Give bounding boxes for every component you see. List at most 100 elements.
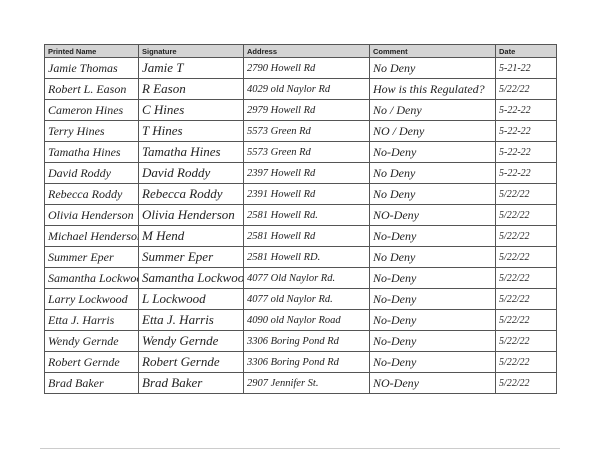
date-cell: 5-22-22 xyxy=(495,99,557,121)
comment-cell: No-Deny xyxy=(369,267,496,289)
comment-cell: No-Deny xyxy=(369,141,496,163)
date-cell: 5/22/22 xyxy=(495,246,557,268)
header-row: Printed Name Signature Address Comment D… xyxy=(44,44,557,58)
address-cell: 2907 Jennifer St. xyxy=(243,372,370,394)
signature-cell: David Roddy xyxy=(138,162,244,184)
comment-cell: No-Deny xyxy=(369,309,496,331)
signature-cell: Wendy Gernde xyxy=(138,330,244,352)
header-address: Address xyxy=(243,44,370,58)
signature-cell: T Hines xyxy=(138,120,244,142)
printed-name-cell: Jamie Thomas xyxy=(44,57,139,79)
date-cell: 5/22/22 xyxy=(495,351,557,373)
printed-name-cell: Terry Hines xyxy=(44,120,139,142)
printed-name-cell: Wendy Gernde xyxy=(44,330,139,352)
address-cell: 4077 old Naylor Rd. xyxy=(243,288,370,310)
address-cell: 2391 Howell Rd xyxy=(243,183,370,205)
date-cell: 5/22/22 xyxy=(495,309,557,331)
table-row: David Roddy David Roddy 2397 Howell Rd No D… xyxy=(44,162,557,184)
printed-name-cell: Olivia Henderson xyxy=(44,204,139,226)
scan-edge-line xyxy=(40,448,560,449)
comment-cell: No Deny xyxy=(369,183,496,205)
header-date: Date xyxy=(495,44,557,58)
printed-name-cell: Cameron Hines xyxy=(44,99,139,121)
address-cell: 2581 Howell Rd xyxy=(243,225,370,247)
date-cell: 5-21-22 xyxy=(495,57,557,79)
printed-name-cell: Larry Lockwood xyxy=(44,288,139,310)
comment-cell: No Deny xyxy=(369,162,496,184)
address-cell: 4029 old Naylor Rd xyxy=(243,78,370,100)
printed-name-cell: Rebecca Roddy xyxy=(44,183,139,205)
date-cell: 5/22/22 xyxy=(495,204,557,226)
signature-cell: Etta J. Harris xyxy=(138,309,244,331)
comment-cell: No-Deny xyxy=(369,288,496,310)
address-cell: 2790 Howell Rd xyxy=(243,57,370,79)
signature-cell: Rebecca Roddy xyxy=(138,183,244,205)
date-cell: 5/22/22 xyxy=(495,267,557,289)
printed-name-cell: Samantha Lockwood xyxy=(44,267,139,289)
printed-name-cell: David Roddy xyxy=(44,162,139,184)
petition-table: Printed Name Signature Address Comment D… xyxy=(44,44,557,394)
table-row: Summer Eper Summer Eper 2581 Howell RD. No … xyxy=(44,246,557,268)
table-row: Robert Gernde Robert Gernde 3306 Boring Po… xyxy=(44,351,557,373)
address-cell: 2581 Howell RD. xyxy=(243,246,370,268)
date-cell: 5-22-22 xyxy=(495,120,557,142)
signature-cell: Robert Gernde xyxy=(138,351,244,373)
header-printed-name: Printed Name xyxy=(44,44,139,58)
comment-cell: NO-Deny xyxy=(369,372,496,394)
signature-cell: Brad Baker xyxy=(138,372,244,394)
signature-cell: Summer Eper xyxy=(138,246,244,268)
address-cell: 2397 Howell Rd xyxy=(243,162,370,184)
printed-name-cell: Robert L. Eason xyxy=(44,78,139,100)
comment-cell: How is this Regulated? xyxy=(369,78,496,100)
address-cell: 4090 old Naylor Road xyxy=(243,309,370,331)
signature-cell: Tamatha Hines xyxy=(138,141,244,163)
address-cell: 4077 Old Naylor Rd. xyxy=(243,267,370,289)
table-row: Jamie Thomas Jamie T 2790 Howell Rd No Deny… xyxy=(44,57,557,79)
comment-cell: No-Deny xyxy=(369,351,496,373)
date-cell: 5/22/22 xyxy=(495,183,557,205)
signature-cell: R Eason xyxy=(138,78,244,100)
signature-cell: L Lockwood xyxy=(138,288,244,310)
date-cell: 5/22/22 xyxy=(495,330,557,352)
signature-cell: Jamie T xyxy=(138,57,244,79)
comment-cell: No Deny xyxy=(369,246,496,268)
table-row: Cameron Hines C Hines 2979 Howell Rd No / D… xyxy=(44,99,557,121)
table-row: Michael Henderson M Hend 2581 Howell Rd No-… xyxy=(44,225,557,247)
date-cell: 5-22-22 xyxy=(495,162,557,184)
date-cell: 5/22/22 xyxy=(495,372,557,394)
signature-cell: C Hines xyxy=(138,99,244,121)
comment-cell: No Deny xyxy=(369,57,496,79)
table-row: Olivia Henderson Olivia Henderson 2581 How… xyxy=(44,204,557,226)
signature-cell: Olivia Henderson xyxy=(138,204,244,226)
header-signature: Signature xyxy=(138,44,244,58)
table-row: Tamatha Hines Tamatha Hines 5573 Green Rd N… xyxy=(44,141,557,163)
address-cell: 3306 Boring Pond Rd xyxy=(243,351,370,373)
address-cell: 2979 Howell Rd xyxy=(243,99,370,121)
comment-cell: No-Deny xyxy=(369,330,496,352)
header-comment: Comment xyxy=(369,44,496,58)
address-cell: 5573 Green Rd xyxy=(243,141,370,163)
table-row: Wendy Gernde Wendy Gernde 3306 Boring Pond… xyxy=(44,330,557,352)
table-row: Rebecca Roddy Rebecca Roddy 2391 Howell Rd… xyxy=(44,183,557,205)
printed-name-cell: Brad Baker xyxy=(44,372,139,394)
date-cell: 5/22/22 xyxy=(495,78,557,100)
printed-name-cell: Tamatha Hines xyxy=(44,141,139,163)
table-row: Terry Hines T Hines 5573 Green Rd NO / Deny… xyxy=(44,120,557,142)
printed-name-cell: Etta J. Harris xyxy=(44,309,139,331)
printed-name-cell: Summer Eper xyxy=(44,246,139,268)
address-cell: 2581 Howell Rd. xyxy=(243,204,370,226)
table-row: Brad Baker Brad Baker 2907 Jennifer St. NO-… xyxy=(44,372,557,394)
signature-cell: M Hend xyxy=(138,225,244,247)
printed-name-cell: Michael Henderson xyxy=(44,225,139,247)
address-cell: 5573 Green Rd xyxy=(243,120,370,142)
signature-cell: Samantha Lockwood xyxy=(138,267,244,289)
table-row: Larry Lockwood L Lockwood 4077 old Naylor … xyxy=(44,288,557,310)
date-cell: 5/22/22 xyxy=(495,288,557,310)
date-cell: 5/22/22 xyxy=(495,225,557,247)
table-row: Robert L. Eason R Eason 4029 old Naylor Rd… xyxy=(44,78,557,100)
table-row: Samantha Lockwood Samantha Lockwood 4077 O… xyxy=(44,267,557,289)
comment-cell: NO / Deny xyxy=(369,120,496,142)
comment-cell: NO-Deny xyxy=(369,204,496,226)
date-cell: 5-22-22 xyxy=(495,141,557,163)
printed-name-cell: Robert Gernde xyxy=(44,351,139,373)
